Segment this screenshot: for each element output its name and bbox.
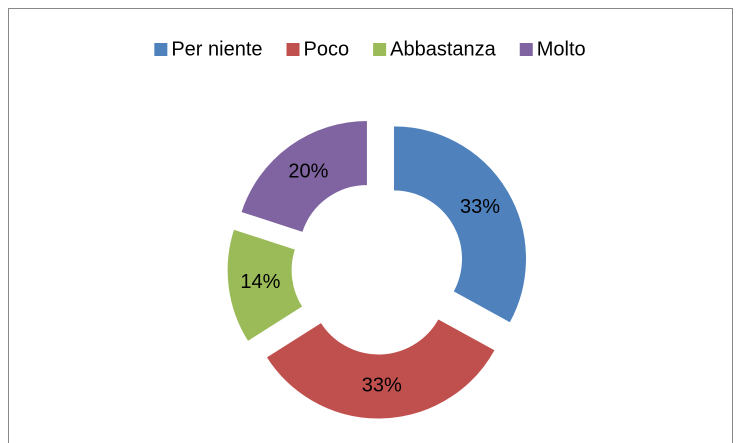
donut-segment [226, 228, 304, 343]
legend-swatch [286, 43, 300, 56]
data-label: 20% [288, 160, 328, 182]
legend-label: Per niente [171, 38, 262, 60]
data-label: 14% [240, 271, 280, 293]
data-label: 33% [460, 196, 500, 218]
legend-swatch [519, 43, 533, 56]
donut-segment [265, 318, 496, 420]
donut-segment [392, 125, 527, 324]
legend-swatch [373, 43, 387, 56]
legend-label: Molto [537, 38, 586, 60]
legend-label: Poco [304, 38, 350, 60]
legend-swatch [154, 43, 168, 56]
legend-label: Abbastanza [390, 38, 497, 60]
data-label: 33% [362, 375, 402, 397]
donut-segment [240, 119, 368, 234]
